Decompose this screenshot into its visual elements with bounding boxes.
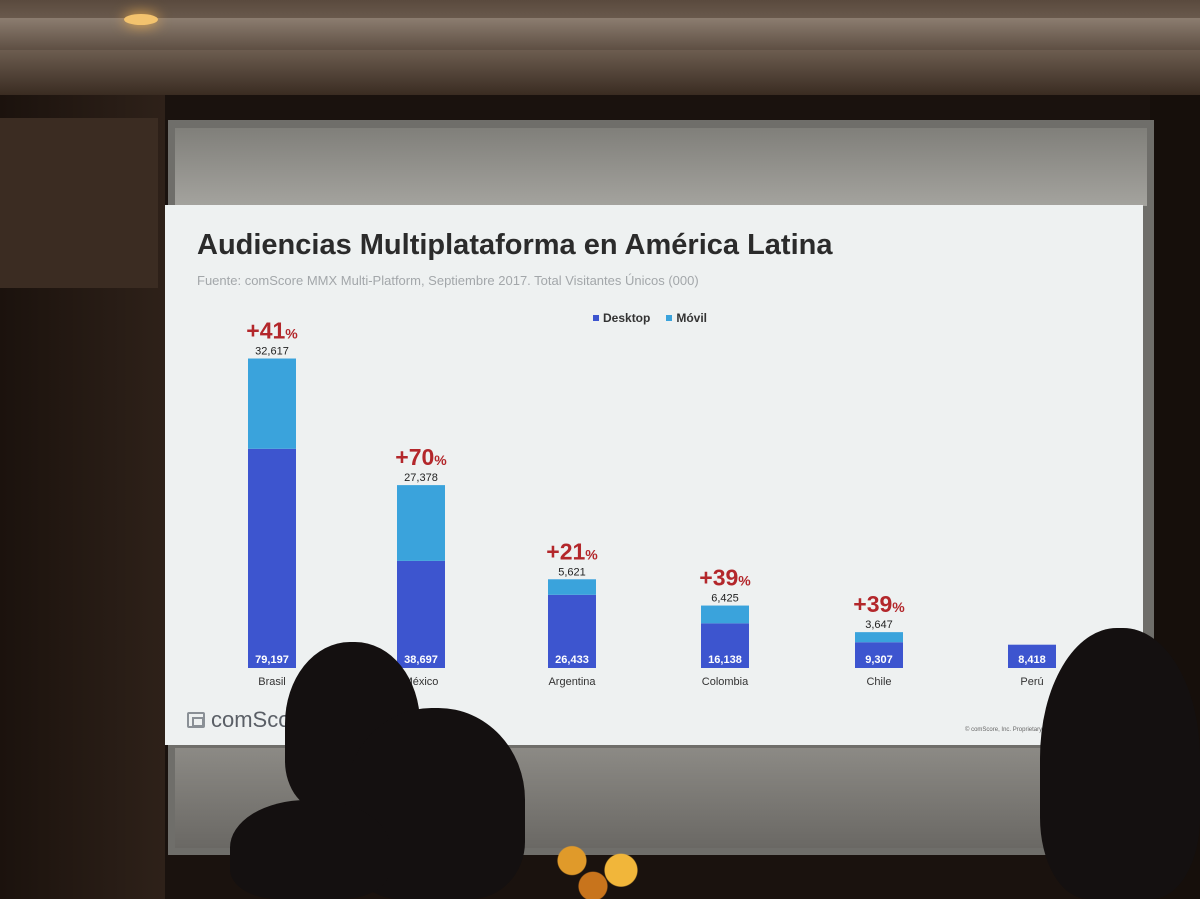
screen-top-margin: [175, 128, 1147, 206]
data-label-desktop: 79,197: [255, 654, 289, 666]
bar-desktop: [855, 642, 903, 668]
bar-desktop: [397, 560, 445, 668]
legend-swatch-desktop: [593, 315, 599, 321]
bar-desktop: [1008, 644, 1056, 668]
audience-silhouette: [1040, 628, 1200, 899]
data-label-movil: 5,621: [558, 566, 586, 578]
slide-title: Audiencias Multiplataforma en América La…: [197, 229, 833, 261]
category-label: Chile: [866, 676, 891, 688]
data-label-desktop: 8,418: [1018, 654, 1046, 666]
chart-legend: Desktop Móvil: [593, 311, 707, 325]
growth-label: +39%: [853, 591, 905, 617]
category-label: Colombia: [702, 676, 749, 688]
data-label-desktop: 9,307: [865, 654, 893, 666]
growth-label: +70%: [395, 444, 447, 470]
data-label-desktop: 16,138: [708, 654, 742, 666]
bar-movil: [855, 632, 903, 643]
ceiling-light: [124, 14, 158, 25]
data-label-desktop: 26,433: [555, 654, 589, 666]
growth-label: +41%: [246, 318, 298, 344]
growth-label: +39%: [699, 565, 751, 591]
legend-item-movil: Móvil: [666, 311, 707, 325]
bar-desktop: [248, 448, 296, 668]
ceiling-beam: [0, 18, 1200, 50]
category-label: Perú: [1020, 676, 1043, 688]
stacked-bar-chart: 79,19732,617Brasil+41%38,69727,378México…: [246, 318, 1056, 688]
copyright-note: © comScore, Inc. Proprietary.: [965, 727, 1044, 733]
category-label: Argentina: [548, 676, 596, 688]
legend-label-movil: Móvil: [676, 311, 708, 325]
bar-desktop: [548, 594, 596, 668]
data-label-desktop: 38,697: [404, 654, 438, 666]
legend-swatch-movil: [666, 315, 673, 321]
comscore-logo-icon: [187, 712, 205, 728]
flower-arrangement: [530, 835, 670, 899]
legend-label-desktop: Desktop: [603, 311, 651, 325]
bar-desktop: [701, 623, 749, 668]
audience-silhouette: [230, 800, 390, 899]
growth-label: +21%: [546, 538, 598, 564]
bar-movil: [701, 605, 749, 624]
bar-movil: [397, 485, 445, 561]
bar-movil: [248, 358, 296, 449]
data-label-movil: 32,617: [255, 346, 289, 358]
wall-panel: [0, 118, 158, 288]
data-label-movil: 3,647: [865, 619, 893, 631]
category-label: Brasil: [258, 676, 286, 688]
slide-subtitle: Fuente: comScore MMX Multi-Platform, Sep…: [197, 273, 699, 288]
data-label-movil: 6,425: [711, 593, 739, 605]
legend-item-desktop: Desktop: [593, 311, 650, 325]
bar-movil: [548, 579, 596, 595]
data-label-movil: 27,378: [404, 472, 438, 484]
